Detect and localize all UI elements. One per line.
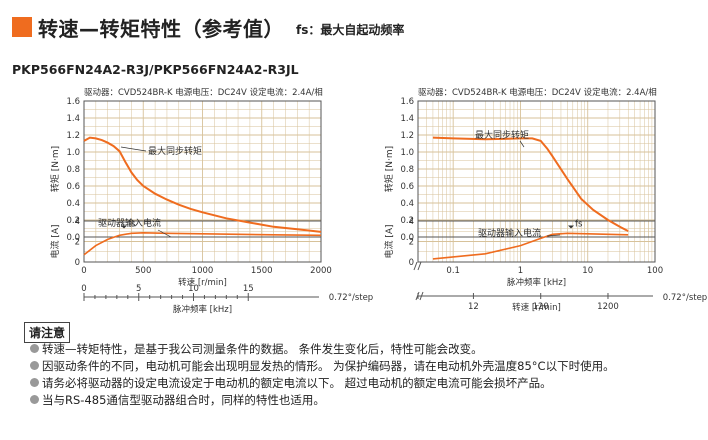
model-number: PKP566FN24A2-R3J/PKP566FN24A2-R3JL <box>12 62 299 77</box>
bullet-icon <box>30 378 39 387</box>
series-line-input-current <box>83 231 322 256</box>
note-item: 转速—转矩特性，是基于我公司测量条件的数据。 条件发生变化后，特性可能会改变。 <box>30 340 615 357</box>
x-tick-label: 1 <box>518 266 523 276</box>
y-tick-label: 1.4 <box>400 114 414 124</box>
note-item: 当与RS-485通信型驱动器组合时，同样的特性也适用。 <box>30 391 615 408</box>
fs-label: fs <box>575 220 583 230</box>
note-text: 因驱动条件的不同，电动机可能会出现明显发热的情形。 为保护编码器，请在电动机外壳… <box>42 358 615 373</box>
secondary-axis-label: 脉冲频率 [kHz] <box>173 304 232 315</box>
secondary-axis-end-label: 0.72°/step <box>329 293 373 303</box>
y-tick-label: 1.4 <box>66 114 80 124</box>
fs-marker <box>121 225 127 229</box>
y-tick-label: 0.6 <box>400 182 414 192</box>
secondary-tick-label: 0 <box>81 284 86 294</box>
y-tick-label: 0.8 <box>400 165 414 175</box>
secondary-tick-label: 5 <box>136 284 141 294</box>
note-text: 转速—转矩特性，是基于我公司测量条件的数据。 条件发生变化后，特性可能会改变。 <box>42 341 483 356</box>
torque-plot-frame <box>417 100 656 238</box>
y-axis-label-current: 电流 [A] <box>49 224 61 258</box>
secondary-tick-label: 1200 <box>597 302 619 312</box>
note-text: 请务必将驱动器的设定电流设定于电动机的额定电流以下。 超过电动机的额定电流可能会… <box>42 375 552 390</box>
y-tick-label: 0.8 <box>66 165 80 175</box>
secondary-tick-label: 120 <box>533 302 549 312</box>
y-tick-label: 4 <box>75 217 80 227</box>
y-tick-label: 1.6 <box>66 97 80 107</box>
y-axis-label-current: 电流 [A] <box>383 224 395 258</box>
y-axis-label-torque: 转矩 [N·m] <box>49 146 61 192</box>
x-axis-label: 转速 [r/min] <box>178 277 227 288</box>
series-label-current: 驱动器输入电流 <box>98 217 161 229</box>
x-tick-label: 100 <box>647 266 663 276</box>
page-header: 转速—转矩特性（参考值） fs：最大自起动频率 <box>12 10 404 44</box>
y-tick-label: 1.0 <box>400 148 414 158</box>
axis-break-mark <box>413 261 422 271</box>
y-tick-label: 0.4 <box>400 199 414 209</box>
y-tick-label: 2 <box>75 238 80 248</box>
bullet-icon <box>30 395 39 404</box>
y-tick-label: 4 <box>409 217 414 227</box>
note-item: 请务必将驱动器的设定电流设定于电动机的额定电流以下。 超过电动机的额定电流可能会… <box>30 374 615 391</box>
secondary-tick-label: 15 <box>243 284 254 294</box>
y-tick-label: 0.0 <box>66 233 80 243</box>
y-tick-label: 0.2 <box>400 216 414 226</box>
y-tick-label: 0 <box>409 258 414 268</box>
x-tick-label: 2000 <box>310 266 332 276</box>
secondary-axis-end-label: 0.72°/step <box>663 293 707 303</box>
secondary-tick-label: 12 <box>468 302 479 312</box>
page-title: 转速—转矩特性（参考值） <box>38 16 284 41</box>
x-tick-label: 1000 <box>192 266 214 276</box>
x-tick-label: 0.1 <box>446 266 460 276</box>
leader-line <box>120 146 147 152</box>
bullet-icon <box>30 361 39 370</box>
bullet-icon <box>30 344 39 353</box>
series-line-max-sync-torque <box>83 136 322 233</box>
x-axis-label: 脉冲频率 [kHz] <box>507 277 566 288</box>
y-tick-label: 0.0 <box>400 233 414 243</box>
notes-heading: 请注意 <box>24 322 71 343</box>
series-line-input-current <box>432 232 629 260</box>
secondary-tick-label: 10 <box>188 284 199 294</box>
chart-condition: 驱动器：CVD524BR-K 电源电压：DC24V 设定电流：2.4A/相 <box>418 87 657 98</box>
fs-label: fs <box>128 220 136 230</box>
y-tick-label: 1.6 <box>400 97 414 107</box>
leader-line <box>519 140 525 148</box>
series-label-torque: 最大同步转矩 <box>475 129 529 141</box>
series-line-max-sync-torque <box>432 136 629 232</box>
y-tick-label: 0 <box>75 258 80 268</box>
x-tick-label: 1500 <box>251 266 273 276</box>
page-subtitle: fs：最大自起动频率 <box>296 22 405 37</box>
y-tick-label: 1.2 <box>400 131 414 141</box>
chart-linear: 驱动器：CVD524BR-K 电源电压：DC24V 设定电流：2.4A/相 0.0… <box>49 87 373 315</box>
chart-condition: 驱动器：CVD524BR-K 电源电压：DC24V 设定电流：2.4A/相 <box>84 87 323 98</box>
y-tick-label: 1.2 <box>66 131 80 141</box>
x-tick-label: 10 <box>582 266 593 276</box>
x-tick-label: 0 <box>81 266 86 276</box>
y-tick-label: 0.6 <box>66 182 80 192</box>
y-axis-label-torque: 转矩 [N·m] <box>383 146 395 192</box>
torque-plot-frame <box>83 100 322 238</box>
secondary-axis-label: 转速 [r/min] <box>512 302 561 313</box>
fs-marker <box>568 225 574 229</box>
note-text: 当与RS-485通信型驱动器组合时，同样的特性也适用。 <box>42 392 325 407</box>
y-tick-label: 0.2 <box>66 216 80 226</box>
y-tick-label: 1.0 <box>66 148 80 158</box>
series-label-torque: 最大同步转矩 <box>148 145 202 157</box>
orange-square-icon <box>12 17 32 37</box>
y-tick-label: 2 <box>409 238 414 248</box>
leader-line <box>157 229 172 238</box>
leader-line <box>546 234 561 237</box>
note-item: 因驱动条件的不同，电动机可能会出现明显发热的情形。 为保护编码器，请在电动机外壳… <box>30 357 615 374</box>
y-tick-label: 0.4 <box>66 199 80 209</box>
current-plot-frame <box>417 220 656 263</box>
series-label-current: 驱动器输入电流 <box>478 227 541 239</box>
notes-section: 请注意 转速—转矩特性，是基于我公司测量条件的数据。 条件发生变化后，特性可能会… <box>24 322 615 408</box>
current-plot-frame <box>83 220 322 263</box>
chart-log: 驱动器：CVD524BR-K 电源电压：DC24V 设定电流：2.4A/相 0.0… <box>383 87 707 313</box>
x-tick-label: 500 <box>135 266 151 276</box>
